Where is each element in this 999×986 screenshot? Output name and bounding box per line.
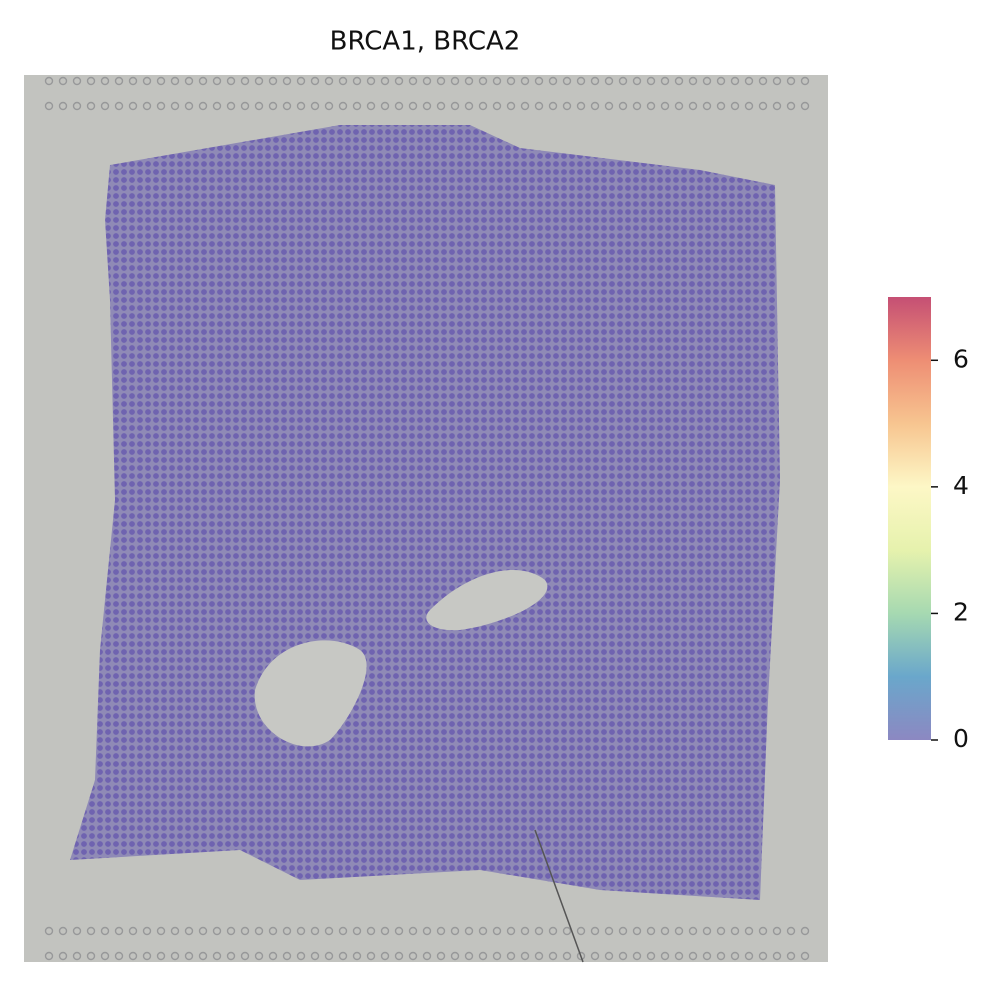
- tissue-hole: [254, 640, 367, 747]
- tissue-spots: [70, 125, 780, 900]
- colorbar-tick-label: 0: [953, 724, 969, 753]
- tissue-hole: [426, 570, 548, 631]
- chart-title: BRCA1, BRCA2: [330, 27, 521, 57]
- fiducial-row: [40, 75, 810, 115]
- fiducial-row: [40, 925, 810, 962]
- colorbar-tick-label: 6: [953, 344, 969, 373]
- colorbar-tick-label: 4: [953, 471, 969, 500]
- colorbar-tick-label: 2: [953, 597, 969, 626]
- tissue-fiber: [534, 829, 584, 963]
- colorbar: [888, 297, 931, 740]
